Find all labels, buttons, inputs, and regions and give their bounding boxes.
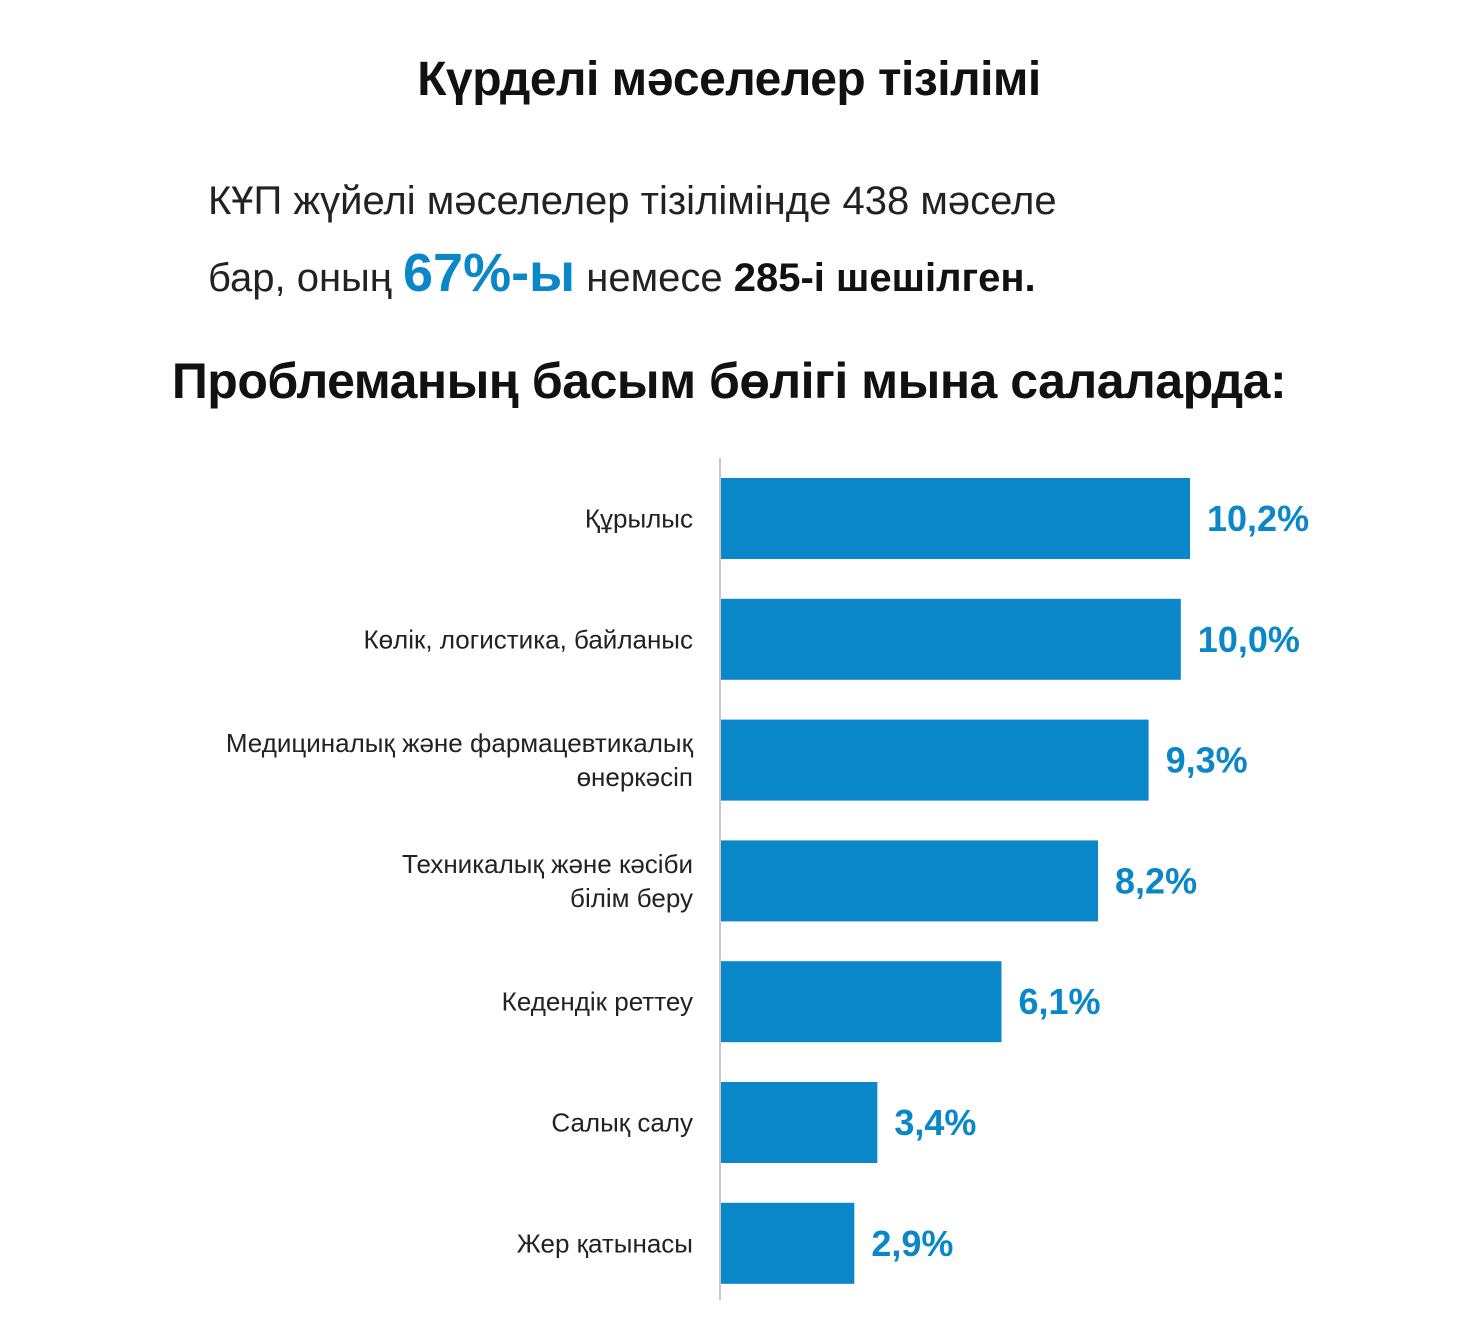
bar-4 <box>721 840 1099 922</box>
value-label-7: 2,9% <box>871 1223 953 1264</box>
bar-3 <box>721 719 1149 801</box>
category-label-1: Құрылыс <box>585 504 693 534</box>
intro-line-2-middle: немесе <box>575 256 734 300</box>
category-label-3-line-2: өнеркәсіп <box>577 762 693 792</box>
value-label-4: 8,2% <box>1115 860 1197 901</box>
bar-5 <box>721 961 1002 1043</box>
category-label-4-line-1: Техникалық және кәсіби <box>402 849 693 879</box>
intro-line-2: бар, оның 67%-ы немесе 285-і шешілген. <box>208 237 1308 314</box>
bar-6 <box>721 1082 878 1163</box>
bar-1 <box>721 478 1190 559</box>
value-label-1: 10,2% <box>1207 498 1309 539</box>
value-label-2: 10,0% <box>1198 619 1300 660</box>
intro-line-2-start: бар, оның <box>208 256 403 300</box>
category-label-7: Жер қатынасы <box>517 1228 693 1258</box>
intro-text: КҰП жүйелі мәселелер тізілімінде 438 мәс… <box>208 165 1308 314</box>
category-label-4-line-2: білім беру <box>570 883 693 913</box>
category-label-6: Салық салу <box>551 1108 693 1138</box>
resolved-count-bold: 285-і шешілген. <box>733 256 1036 300</box>
page-title: Күрделі мәселелер тізілімі <box>417 53 1041 106</box>
category-label-3-line-1: Медициналық және фармацевтикалық <box>226 728 694 758</box>
category-label-5: Кедендік реттеу <box>502 987 693 1017</box>
bar-2 <box>721 598 1181 680</box>
chart-subtitle: Проблеманың басым бөлігі мына салаларда: <box>171 353 1287 409</box>
value-label-6: 3,4% <box>894 1102 976 1143</box>
intro-line-1: КҰП жүйелі мәселелер тізілімінде 438 мәс… <box>208 179 1057 223</box>
category-label-2: Көлік, логистика, байланыс <box>363 624 693 654</box>
bar-7 <box>721 1202 855 1284</box>
resolved-percent-highlight: 67%-ы <box>403 243 576 303</box>
value-label-3: 9,3% <box>1166 740 1248 781</box>
value-label-5: 6,1% <box>1018 981 1100 1022</box>
